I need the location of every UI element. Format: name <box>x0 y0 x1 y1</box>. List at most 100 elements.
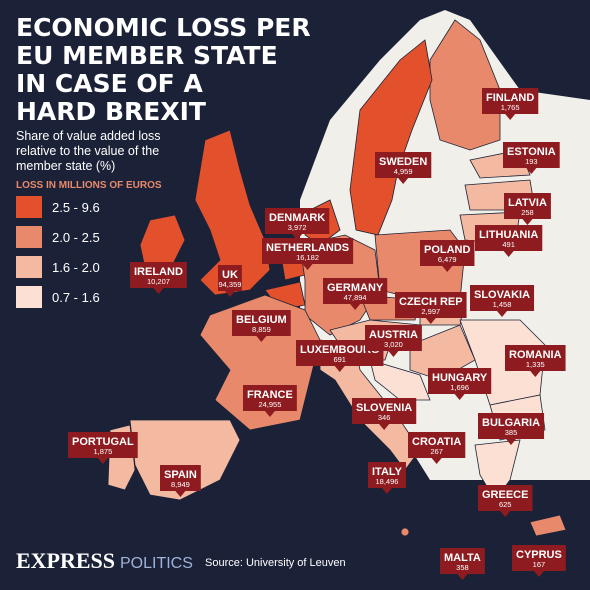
country-shape <box>429 19 501 151</box>
label-box <box>440 548 485 574</box>
label-box <box>478 485 533 511</box>
label-pointer <box>292 234 303 240</box>
country-loss: 167 <box>533 560 546 569</box>
label-pointer <box>497 311 508 317</box>
country-name: LITHUANIA <box>479 229 538 241</box>
country-name: SLOVAKIA <box>474 289 530 301</box>
subtitle-line: member state (%) <box>16 159 115 173</box>
label-pointer <box>256 336 267 342</box>
label-box <box>218 265 242 291</box>
country-loss: 193 <box>525 157 538 166</box>
label-box <box>503 142 560 168</box>
label-box <box>428 368 492 394</box>
label-box <box>470 285 535 311</box>
legend-swatch <box>16 256 42 278</box>
label-box <box>323 278 388 304</box>
label-box <box>482 88 539 114</box>
label-box <box>408 432 466 458</box>
label-pointer <box>506 439 517 445</box>
label-pointer <box>381 488 392 494</box>
country-loss: 267 <box>430 447 443 456</box>
label-pointer <box>302 264 313 270</box>
legend-label: 0.7 - 1.6 <box>52 290 100 305</box>
label-pointer <box>442 266 453 272</box>
title-line: HARD BREXIT <box>16 97 206 126</box>
country-loss: 10,207 <box>147 277 170 286</box>
label-pointer <box>425 318 436 324</box>
country-name: BELGIUM <box>236 314 287 326</box>
country-name: HUNGARY <box>432 372 488 384</box>
country-loss: 16,182 <box>296 253 319 262</box>
legend-label: 2.0 - 2.5 <box>52 230 100 245</box>
label-pointer <box>350 304 361 310</box>
label-pointer <box>454 394 465 400</box>
title-line: IN CASE OF A <box>16 69 203 98</box>
label-box <box>505 345 566 371</box>
country-name: ROMANIA <box>509 349 562 361</box>
label-box <box>262 238 354 264</box>
country-name: CYPRUS <box>516 549 562 561</box>
legend-label: 1.6 - 2.0 <box>52 260 100 275</box>
label-pointer <box>388 351 399 357</box>
country-name: NETHERLANDS <box>266 242 349 254</box>
country-loss: 6,479 <box>438 255 457 264</box>
country-name: DENMARK <box>269 212 325 224</box>
legend-swatch <box>16 286 42 308</box>
country-loss: 491 <box>502 240 515 249</box>
country-loss: 1,875 <box>93 447 112 456</box>
legend-label: 2.5 - 9.6 <box>52 200 100 215</box>
country-loss: 94,359 <box>218 280 241 289</box>
label-pointer <box>522 219 533 225</box>
label-pointer <box>334 366 345 372</box>
country-name: SWEDEN <box>379 156 427 168</box>
brand: EXPRESS <box>16 548 115 573</box>
label-box <box>478 413 545 439</box>
country-loss: 385 <box>505 428 518 437</box>
country-loss: 346 <box>378 413 391 422</box>
label-pointer <box>526 168 537 174</box>
title-line: ECONOMIC LOSS PER <box>16 13 311 42</box>
label-box <box>160 465 201 491</box>
country-loss: 24,955 <box>258 400 281 409</box>
country-loss: 4,959 <box>394 167 413 176</box>
label-box <box>375 152 432 178</box>
country-name: ITALY <box>372 466 403 478</box>
label-pointer <box>505 114 516 120</box>
country-name: CROATIA <box>412 436 461 448</box>
label-box <box>68 432 138 458</box>
label-box <box>504 193 551 219</box>
subtitle-line: Share of value added loss <box>16 129 161 143</box>
label-box <box>420 240 475 266</box>
country-loss: 3,020 <box>384 340 403 349</box>
country-loss: 258 <box>521 208 534 217</box>
country-shape <box>400 527 410 537</box>
country-loss: 8,859 <box>252 325 271 334</box>
country-name: SLOVENIA <box>356 402 412 414</box>
country-name: UK <box>222 269 238 281</box>
subtitle-line: relative to the value of the <box>16 144 159 158</box>
legend-title: LOSS IN MILLIONS OF EUROS <box>16 180 162 191</box>
label-pointer <box>500 511 511 517</box>
country-name: GERMANY <box>327 282 384 294</box>
